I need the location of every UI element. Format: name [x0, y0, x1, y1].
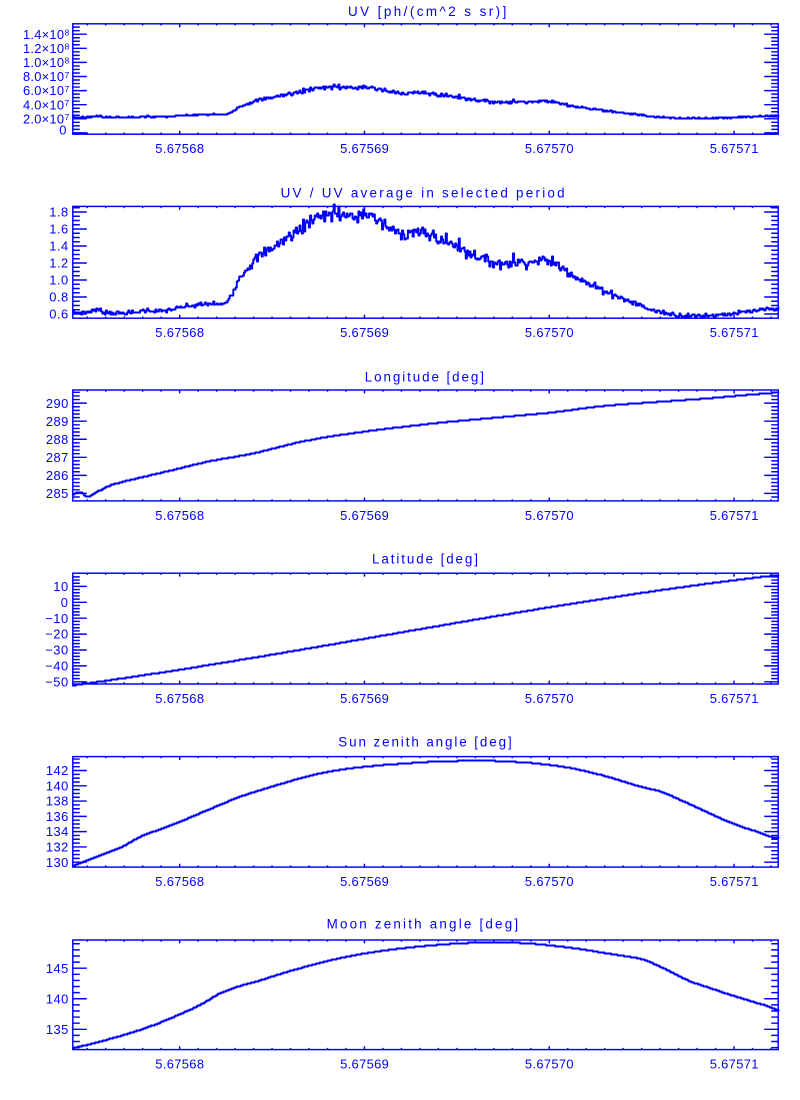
- svg-text:1.2: 1.2: [49, 256, 68, 271]
- svg-text:1.4×10: 1.4×10: [23, 27, 64, 42]
- svg-text:7: 7: [65, 112, 70, 122]
- svg-text:286: 286: [46, 468, 68, 483]
- svg-text:7: 7: [65, 98, 70, 108]
- svg-text:5.67569: 5.67569: [340, 325, 389, 340]
- svg-text:288: 288: [46, 432, 68, 447]
- svg-text:4.0×10: 4.0×10: [23, 97, 64, 112]
- svg-text:145: 145: [46, 961, 68, 976]
- svg-text:289: 289: [46, 414, 68, 429]
- svg-text:8: 8: [65, 56, 70, 66]
- svg-text:5.67571: 5.67571: [710, 325, 759, 340]
- svg-text:−50: −50: [45, 674, 68, 689]
- svg-text:285: 285: [46, 486, 68, 501]
- svg-text:134: 134: [46, 824, 68, 839]
- svg-text:UV [ph/(cm^2 s sr)]: UV [ph/(cm^2 s sr)]: [348, 4, 506, 19]
- svg-text:0.6: 0.6: [49, 307, 68, 322]
- svg-text:5.67570: 5.67570: [525, 1057, 574, 1072]
- svg-text:142: 142: [46, 763, 68, 778]
- svg-text:0: 0: [61, 595, 68, 610]
- svg-text:5.67568: 5.67568: [155, 508, 204, 523]
- svg-text:5.67570: 5.67570: [525, 508, 574, 523]
- svg-text:5.67569: 5.67569: [340, 1057, 389, 1072]
- svg-text:−40: −40: [45, 659, 68, 674]
- svg-text:7: 7: [65, 70, 70, 80]
- svg-text:5.67569: 5.67569: [340, 691, 389, 706]
- svg-text:1.0: 1.0: [49, 273, 68, 288]
- svg-text:6.0×10: 6.0×10: [23, 83, 64, 98]
- svg-text:5.67568: 5.67568: [155, 874, 204, 889]
- svg-text:5.67570: 5.67570: [525, 691, 574, 706]
- svg-text:0: 0: [59, 123, 66, 138]
- svg-text:5.67571: 5.67571: [710, 691, 759, 706]
- svg-text:−30: −30: [45, 643, 68, 658]
- svg-text:1.4: 1.4: [49, 239, 68, 254]
- svg-text:135: 135: [46, 1022, 68, 1037]
- svg-text:0.8: 0.8: [49, 290, 68, 305]
- svg-text:5.67570: 5.67570: [525, 141, 574, 156]
- svg-text:8: 8: [65, 28, 70, 38]
- svg-text:5.67570: 5.67570: [525, 874, 574, 889]
- svg-text:7: 7: [65, 84, 70, 94]
- svg-text:1.8: 1.8: [49, 205, 68, 220]
- svg-text:5.67571: 5.67571: [710, 1057, 759, 1072]
- svg-text:5.67568: 5.67568: [155, 1057, 204, 1072]
- svg-text:5.67571: 5.67571: [710, 874, 759, 889]
- svg-text:2.0×10: 2.0×10: [23, 111, 64, 126]
- svg-text:140: 140: [46, 991, 68, 1006]
- svg-text:5.67569: 5.67569: [340, 141, 389, 156]
- svg-text:140: 140: [46, 778, 68, 793]
- svg-text:290: 290: [46, 396, 68, 411]
- svg-text:Longitude [deg]: Longitude [deg]: [365, 370, 484, 385]
- svg-text:5.67568: 5.67568: [155, 141, 204, 156]
- svg-text:8.0×10: 8.0×10: [23, 69, 64, 84]
- svg-text:−10: −10: [45, 611, 68, 626]
- svg-text:5.67569: 5.67569: [340, 874, 389, 889]
- svg-text:5.67569: 5.67569: [340, 508, 389, 523]
- svg-text:136: 136: [46, 809, 68, 824]
- svg-text:5.67571: 5.67571: [710, 508, 759, 523]
- svg-text:5.67568: 5.67568: [155, 325, 204, 340]
- svg-text:138: 138: [46, 794, 68, 809]
- svg-text:5.67570: 5.67570: [525, 325, 574, 340]
- svg-text:5.67571: 5.67571: [710, 141, 759, 156]
- svg-text:287: 287: [46, 450, 68, 465]
- svg-text:1.0×10: 1.0×10: [23, 55, 64, 70]
- svg-text:−20: −20: [45, 627, 68, 642]
- svg-text:10: 10: [53, 579, 68, 594]
- svg-text:UV / UV average in selected pe: UV / UV average in selected period: [281, 186, 565, 201]
- svg-text:1.2×10: 1.2×10: [23, 41, 64, 56]
- svg-text:5.67568: 5.67568: [155, 691, 204, 706]
- svg-text:132: 132: [46, 840, 68, 855]
- svg-text:8: 8: [65, 42, 70, 52]
- svg-text:130: 130: [46, 855, 68, 870]
- svg-text:1.6: 1.6: [49, 222, 68, 237]
- svg-text:Latitude [deg]: Latitude [deg]: [372, 552, 478, 567]
